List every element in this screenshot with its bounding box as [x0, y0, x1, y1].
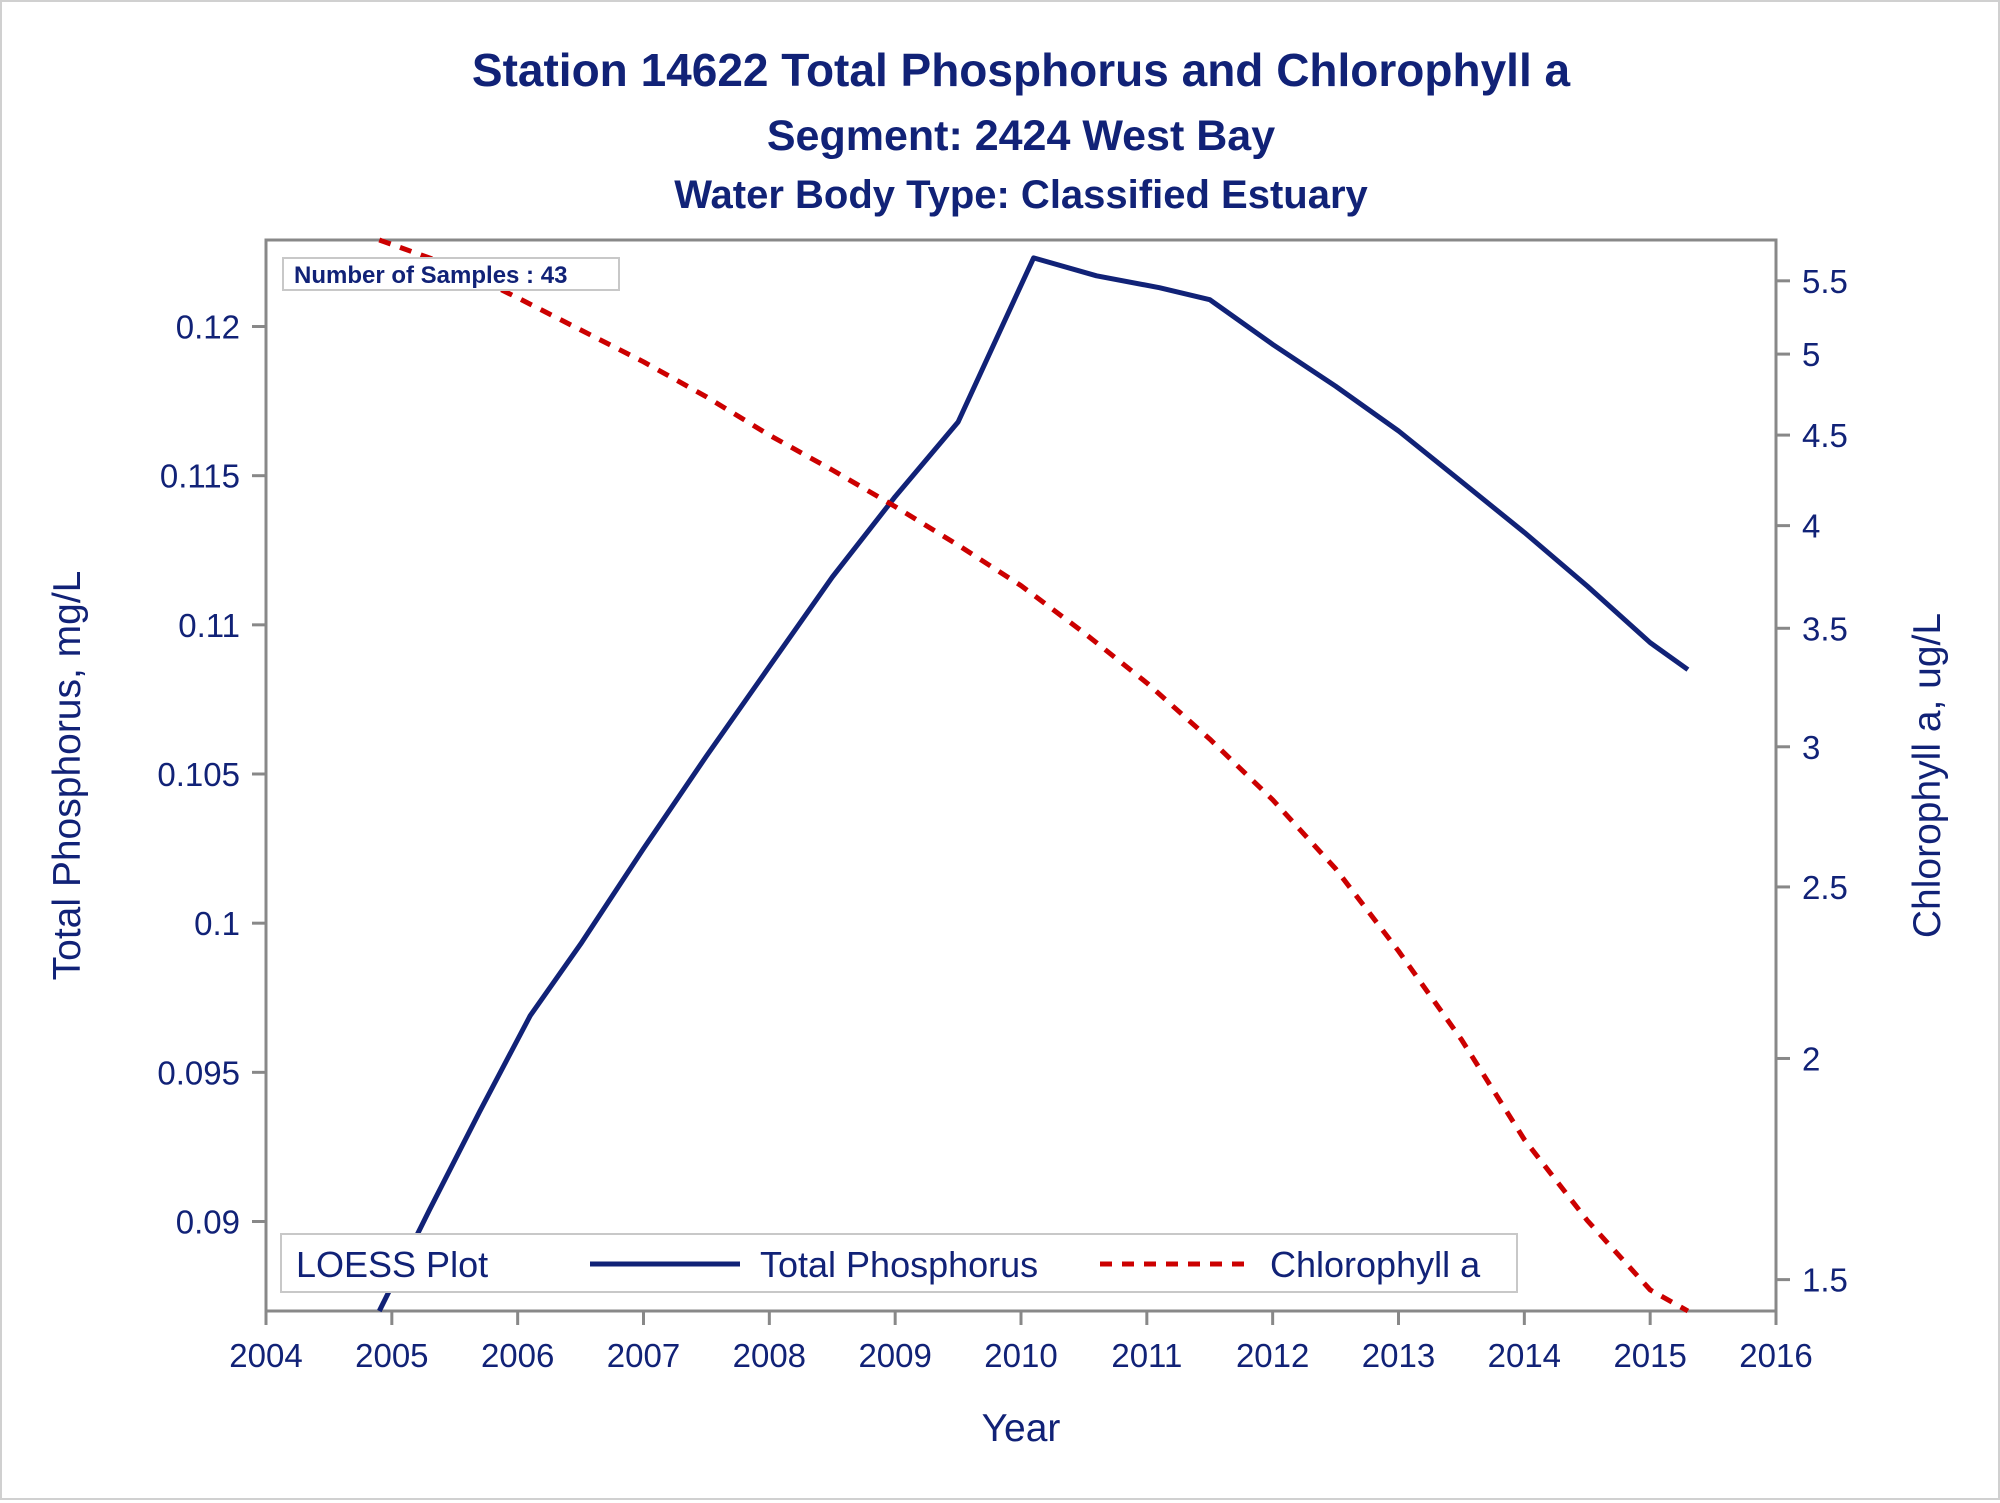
- chart-title: Station 14622 Total Phosphorus and Chlor…: [472, 44, 1571, 96]
- y2-tick-label-3: 3: [1802, 729, 1820, 766]
- series-layer: [377, 237, 1690, 1314]
- y2-tick-label-5: 5: [1802, 336, 1820, 373]
- y2-axis-title: Chlorophyll a, ug/L: [1906, 613, 1949, 938]
- legend-title: LOESS Plot: [296, 1244, 488, 1285]
- y2-tick-label-4: 4: [1802, 508, 1820, 545]
- x-tick-label-2010: 2010: [984, 1337, 1057, 1374]
- x-tick-label-2006: 2006: [481, 1337, 554, 1374]
- x-tick-label-2007: 2007: [607, 1337, 680, 1374]
- y-tick-label-0-12: 0.12: [176, 309, 240, 346]
- legend-label-total-phosphorus: Total Phosphorus: [760, 1244, 1038, 1285]
- plot-area: [264, 238, 1778, 1313]
- y2-tick-label-2: 2: [1802, 1040, 1820, 1077]
- y-tick-label-0-115: 0.115: [160, 458, 240, 495]
- plot-border: [264, 238, 1778, 1313]
- y-tick-label-0-11: 0.11: [178, 607, 240, 644]
- y-tick-label-0-105: 0.105: [157, 756, 240, 793]
- series-line-total-phosphorus: [377, 255, 1690, 1313]
- y-axis-title: Total Phosphorus, mg/L: [46, 571, 89, 981]
- y2-tick-label-4-5: 4.5: [1802, 417, 1848, 454]
- axis-layer: 2004 2005 2006 2007 2008 2009 2010 2011 2012 2013…: [46, 263, 1949, 1450]
- x-tick-label-2012: 2012: [1236, 1337, 1309, 1374]
- y-tick-label-0-1: 0.1: [194, 905, 240, 942]
- x-tick-label-2008: 2008: [733, 1337, 806, 1374]
- x-tick-label-2004: 2004: [229, 1337, 302, 1374]
- y2-tick-label-2-5: 2.5: [1802, 869, 1848, 906]
- y2-tick-label-5-5: 5.5: [1802, 263, 1848, 300]
- y-tick-label-0-09: 0.09: [176, 1204, 240, 1241]
- x-axis-title: Year: [982, 1407, 1061, 1450]
- chart-subtitle-segment: Segment: 2424 West Bay: [767, 112, 1275, 160]
- x-tick-label-2005: 2005: [355, 1337, 428, 1374]
- sample-count-inset: Number of Samples : 43: [282, 257, 620, 291]
- legend-label-chlorophyll-a: Chlorophyll a: [1270, 1244, 1481, 1285]
- legend: LOESS Plot Total Phosphorus Chlorophyll …: [280, 1233, 1518, 1293]
- sample-count-text: Number of Samples : 43: [294, 262, 567, 289]
- x-tick-label-2009: 2009: [858, 1337, 931, 1374]
- x-tick-label-2013: 2013: [1362, 1337, 1435, 1374]
- y2-tick-label-1-5: 1.5: [1802, 1262, 1848, 1299]
- x-tick-label-2015: 2015: [1613, 1337, 1686, 1374]
- y2-tick-label-3-5: 3.5: [1802, 610, 1848, 647]
- x-tick-label-2014: 2014: [1488, 1337, 1561, 1374]
- y-tick-label-0-095: 0.095: [157, 1054, 240, 1091]
- chart-subtitle-waterbody: Water Body Type: Classified Estuary: [674, 173, 1368, 217]
- x-tick-label-2016: 2016: [1739, 1337, 1812, 1374]
- x-tick-label-2011: 2011: [1111, 1337, 1182, 1374]
